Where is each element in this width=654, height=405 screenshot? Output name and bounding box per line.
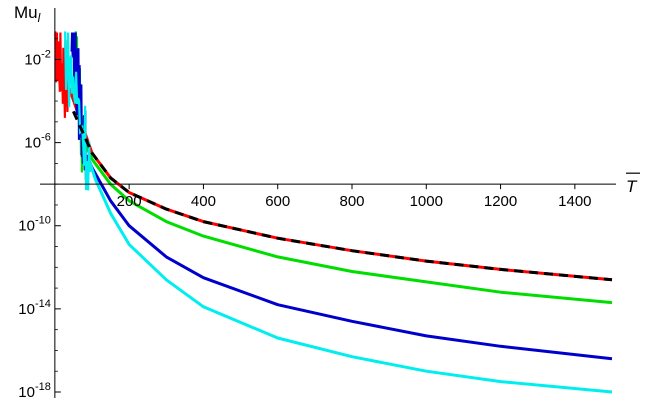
label-layer: 200 400 600 800 1000 1200 1400 10-2 10-6 10-10 10-… (18, 48, 591, 401)
y-tick-label: 10-18 (18, 381, 51, 401)
y-tick-label: 10-6 (24, 132, 50, 152)
y-tick-label: 10-14 (18, 298, 51, 318)
x-tick-label: 1000 (410, 193, 443, 210)
series-0 (54, 31, 613, 282)
y-axis-title-sub: l (38, 11, 41, 25)
series-4 (72, 110, 613, 282)
x-tick-label: 1400 (558, 193, 591, 210)
y-axis-title: Mul (14, 3, 41, 25)
series-3-line (88, 162, 613, 394)
series-layer (54, 31, 613, 394)
series-0-line (66, 83, 613, 282)
series-1 (74, 31, 613, 305)
x-tick-label: 200 (117, 193, 142, 210)
x-tick-label: 600 (265, 193, 290, 210)
y-tick-label: 10-10 (18, 215, 51, 235)
series-1-line (81, 137, 613, 305)
series-2-line (85, 154, 613, 361)
x-tick-label: 400 (191, 193, 216, 210)
y-tick-label: 10-2 (24, 48, 50, 68)
x-tick-label: 1200 (484, 193, 517, 210)
tick-layer (54, 38, 576, 393)
y-axis-title-main: Mu (14, 3, 38, 22)
x-tick-label: 800 (339, 193, 364, 210)
x-axis-title: T (626, 177, 638, 196)
series-4-line (72, 110, 613, 282)
series-3 (64, 31, 613, 394)
series-3-spikes (64, 31, 92, 191)
